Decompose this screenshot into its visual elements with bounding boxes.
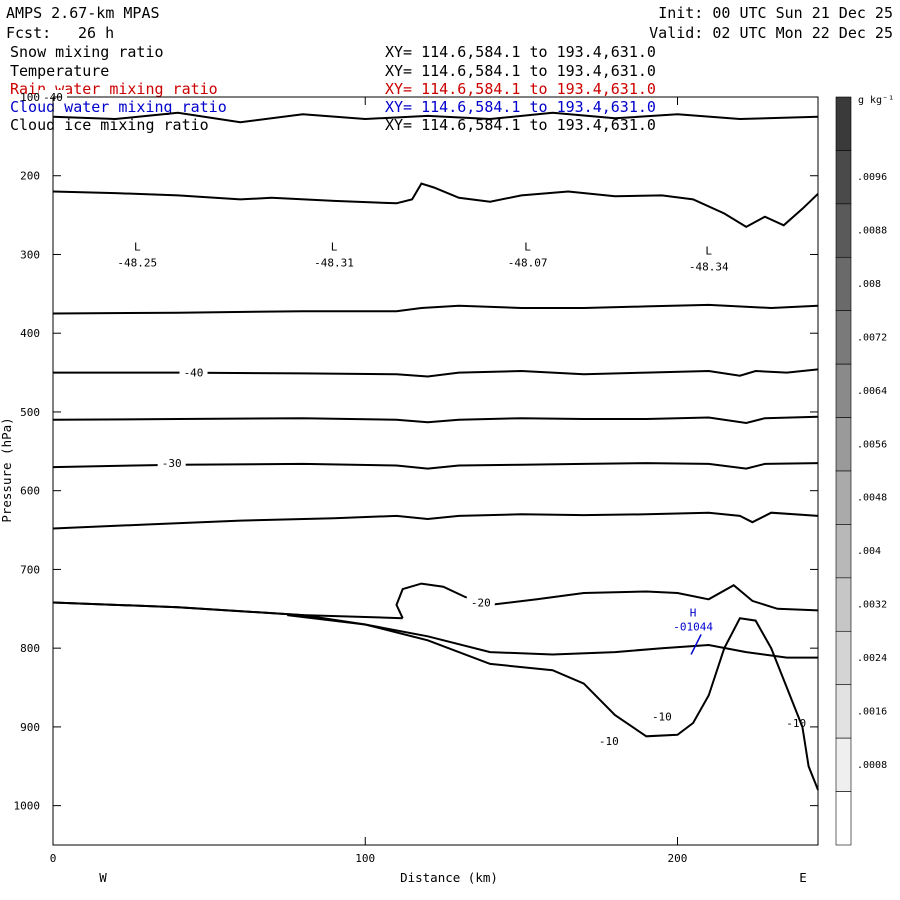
colorbar-swatch [835, 310, 852, 365]
colorbar-tick-label: .0072 [857, 332, 887, 343]
colorbar-swatch [835, 524, 852, 579]
field-xy-cloud-water: XY= 114.6,584.1 to 193.4,631.0 [385, 98, 656, 116]
plot-frame [52, 96, 819, 846]
colorbar-tick-label: .0032 [857, 600, 887, 611]
colorbar-swatch [835, 96, 852, 151]
colorbar-swatch [835, 791, 852, 846]
isotherm-label-bg [157, 456, 186, 470]
x-tick-label: 200 [668, 852, 688, 865]
init-time: Init: 00 UTC Sun 21 Dec 25 [658, 4, 893, 22]
marker-layer: L -48.25 L -48.31 L -48.07 L -48.34 H-01044 [117, 240, 729, 655]
isotherm-label: -10 [786, 717, 806, 730]
colorbar-swatch [835, 256, 852, 312]
colorbar-unit: g kg⁻¹ [858, 95, 894, 106]
y-tick-label: 300 [20, 248, 40, 261]
x-axis: 0 100 200 [50, 97, 688, 865]
colorbar-tick-label: .0088 [857, 226, 887, 237]
colorbar-swatch [835, 203, 852, 258]
low-value: -48.07 [508, 256, 548, 269]
x-axis-label: Distance (km) [400, 870, 498, 885]
field-xy-cloud-ice: XY= 114.6,584.1 to 193.4,631.0 [385, 116, 656, 134]
colorbar-tick-label: .0096 [857, 172, 887, 183]
y-tick-label: 200 [20, 170, 40, 183]
colorbar-swatch [835, 737, 852, 792]
low-value: -48.31 [314, 256, 354, 269]
isotherm-layer: -40-40-30-20 [39, 90, 819, 659]
field-xy-snow: XY= 114.6,584.1 to 193.4,631.0 [385, 43, 656, 61]
colorbar-swatch [835, 363, 852, 418]
isotherm-line [52, 462, 819, 470]
isotherm-line [52, 111, 819, 124]
colorbar-swatch [835, 470, 852, 525]
colorbar-tick-label: .004 [857, 546, 881, 557]
low-value: -48.25 [117, 256, 157, 269]
low-marker: L [524, 240, 531, 253]
field-name-cloud-ice: Cloud ice mixing ratio [10, 116, 209, 134]
terrain-line [52, 601, 819, 791]
colorbar-swatch [835, 684, 852, 739]
y-tick-label: 700 [20, 563, 40, 576]
colorbar-tick-label: .0008 [857, 760, 887, 771]
cloud-water-value: -01044 [673, 620, 713, 633]
y-tick-label: 900 [20, 721, 40, 734]
y-tick-label: 800 [20, 642, 40, 655]
forecast-label: Fcst: [6, 24, 51, 42]
y-axis-label: Pressure (hPa) [0, 417, 14, 522]
isotherm-line [52, 182, 819, 229]
isotherm-line [52, 303, 819, 315]
low-marker: L [705, 244, 712, 257]
colorbar-tick-label: .0064 [857, 386, 887, 397]
colorbar-tick-label: .008 [857, 279, 881, 290]
low-marker: L [331, 240, 338, 253]
field-xy-rain: XY= 114.6,584.1 to 193.4,631.0 [385, 80, 656, 98]
y-tick-label: 400 [20, 327, 40, 340]
model-title: AMPS 2.67-km MPAS [6, 4, 160, 22]
x-tick-label: 100 [355, 852, 375, 865]
field-xy-temperature: XY= 114.6,584.1 to 193.4,631.0 [385, 62, 656, 80]
colorbar-swatch [835, 417, 852, 472]
y-axis: 100 200 300 400 500 600 700 800 900 1000 [14, 91, 818, 813]
colorbar-swatch [835, 630, 852, 686]
isotherm-line [395, 582, 819, 619]
isotherm-label: -10 [652, 711, 672, 724]
isotherm-label: -10 [599, 735, 619, 748]
isotherm-label: -30 [162, 457, 182, 470]
isotherm-label-bg [179, 365, 208, 379]
terrain-layer: -10 -10 -10 [52, 601, 819, 791]
field-legend: Snow mixing ratio XY= 114.6,584.1 to 193… [10, 43, 656, 134]
field-name-snow: Snow mixing ratio [10, 43, 164, 61]
colorbar-tick-label: .0048 [857, 493, 887, 504]
forecast-hours: 26 h [78, 24, 114, 42]
isotherm-line [53, 368, 819, 378]
colorbar-swatch [835, 577, 852, 632]
isotherm-label-bg [466, 595, 495, 609]
west-label: W [99, 870, 107, 885]
colorbar-swatch [835, 150, 852, 205]
y-tick-label: 1000 [14, 800, 41, 813]
isotherm-line [287, 614, 818, 659]
colorbar-tick-label: .0024 [857, 653, 887, 664]
y-tick-label: 100 [20, 91, 40, 104]
isotherm-line [52, 511, 819, 530]
isotherm-label: -20 [471, 596, 491, 609]
isotherm-line [52, 415, 819, 425]
y-tick-label: 600 [20, 485, 40, 498]
field-name-temperature: Temperature [10, 62, 109, 80]
x-tick-label: 0 [50, 852, 57, 865]
valid-time: Valid: 02 UTC Mon 22 Dec 25 [649, 24, 893, 42]
colorbar-tick-label: .0056 [857, 439, 887, 450]
colorbar-tick-label: .0016 [857, 706, 887, 717]
cloud-water-high-marker: H [690, 606, 697, 619]
isotherm-label: -40 [184, 367, 204, 380]
y-tick-label: 500 [20, 406, 40, 419]
colorbar: .0096 .0088 .008 .0072 .0064 .0056 .0048 .004 .0… [835, 96, 887, 846]
low-value: -48.34 [689, 260, 729, 273]
cloud-water-contour [690, 634, 702, 655]
low-marker: L [134, 240, 141, 253]
east-label: E [799, 870, 807, 885]
